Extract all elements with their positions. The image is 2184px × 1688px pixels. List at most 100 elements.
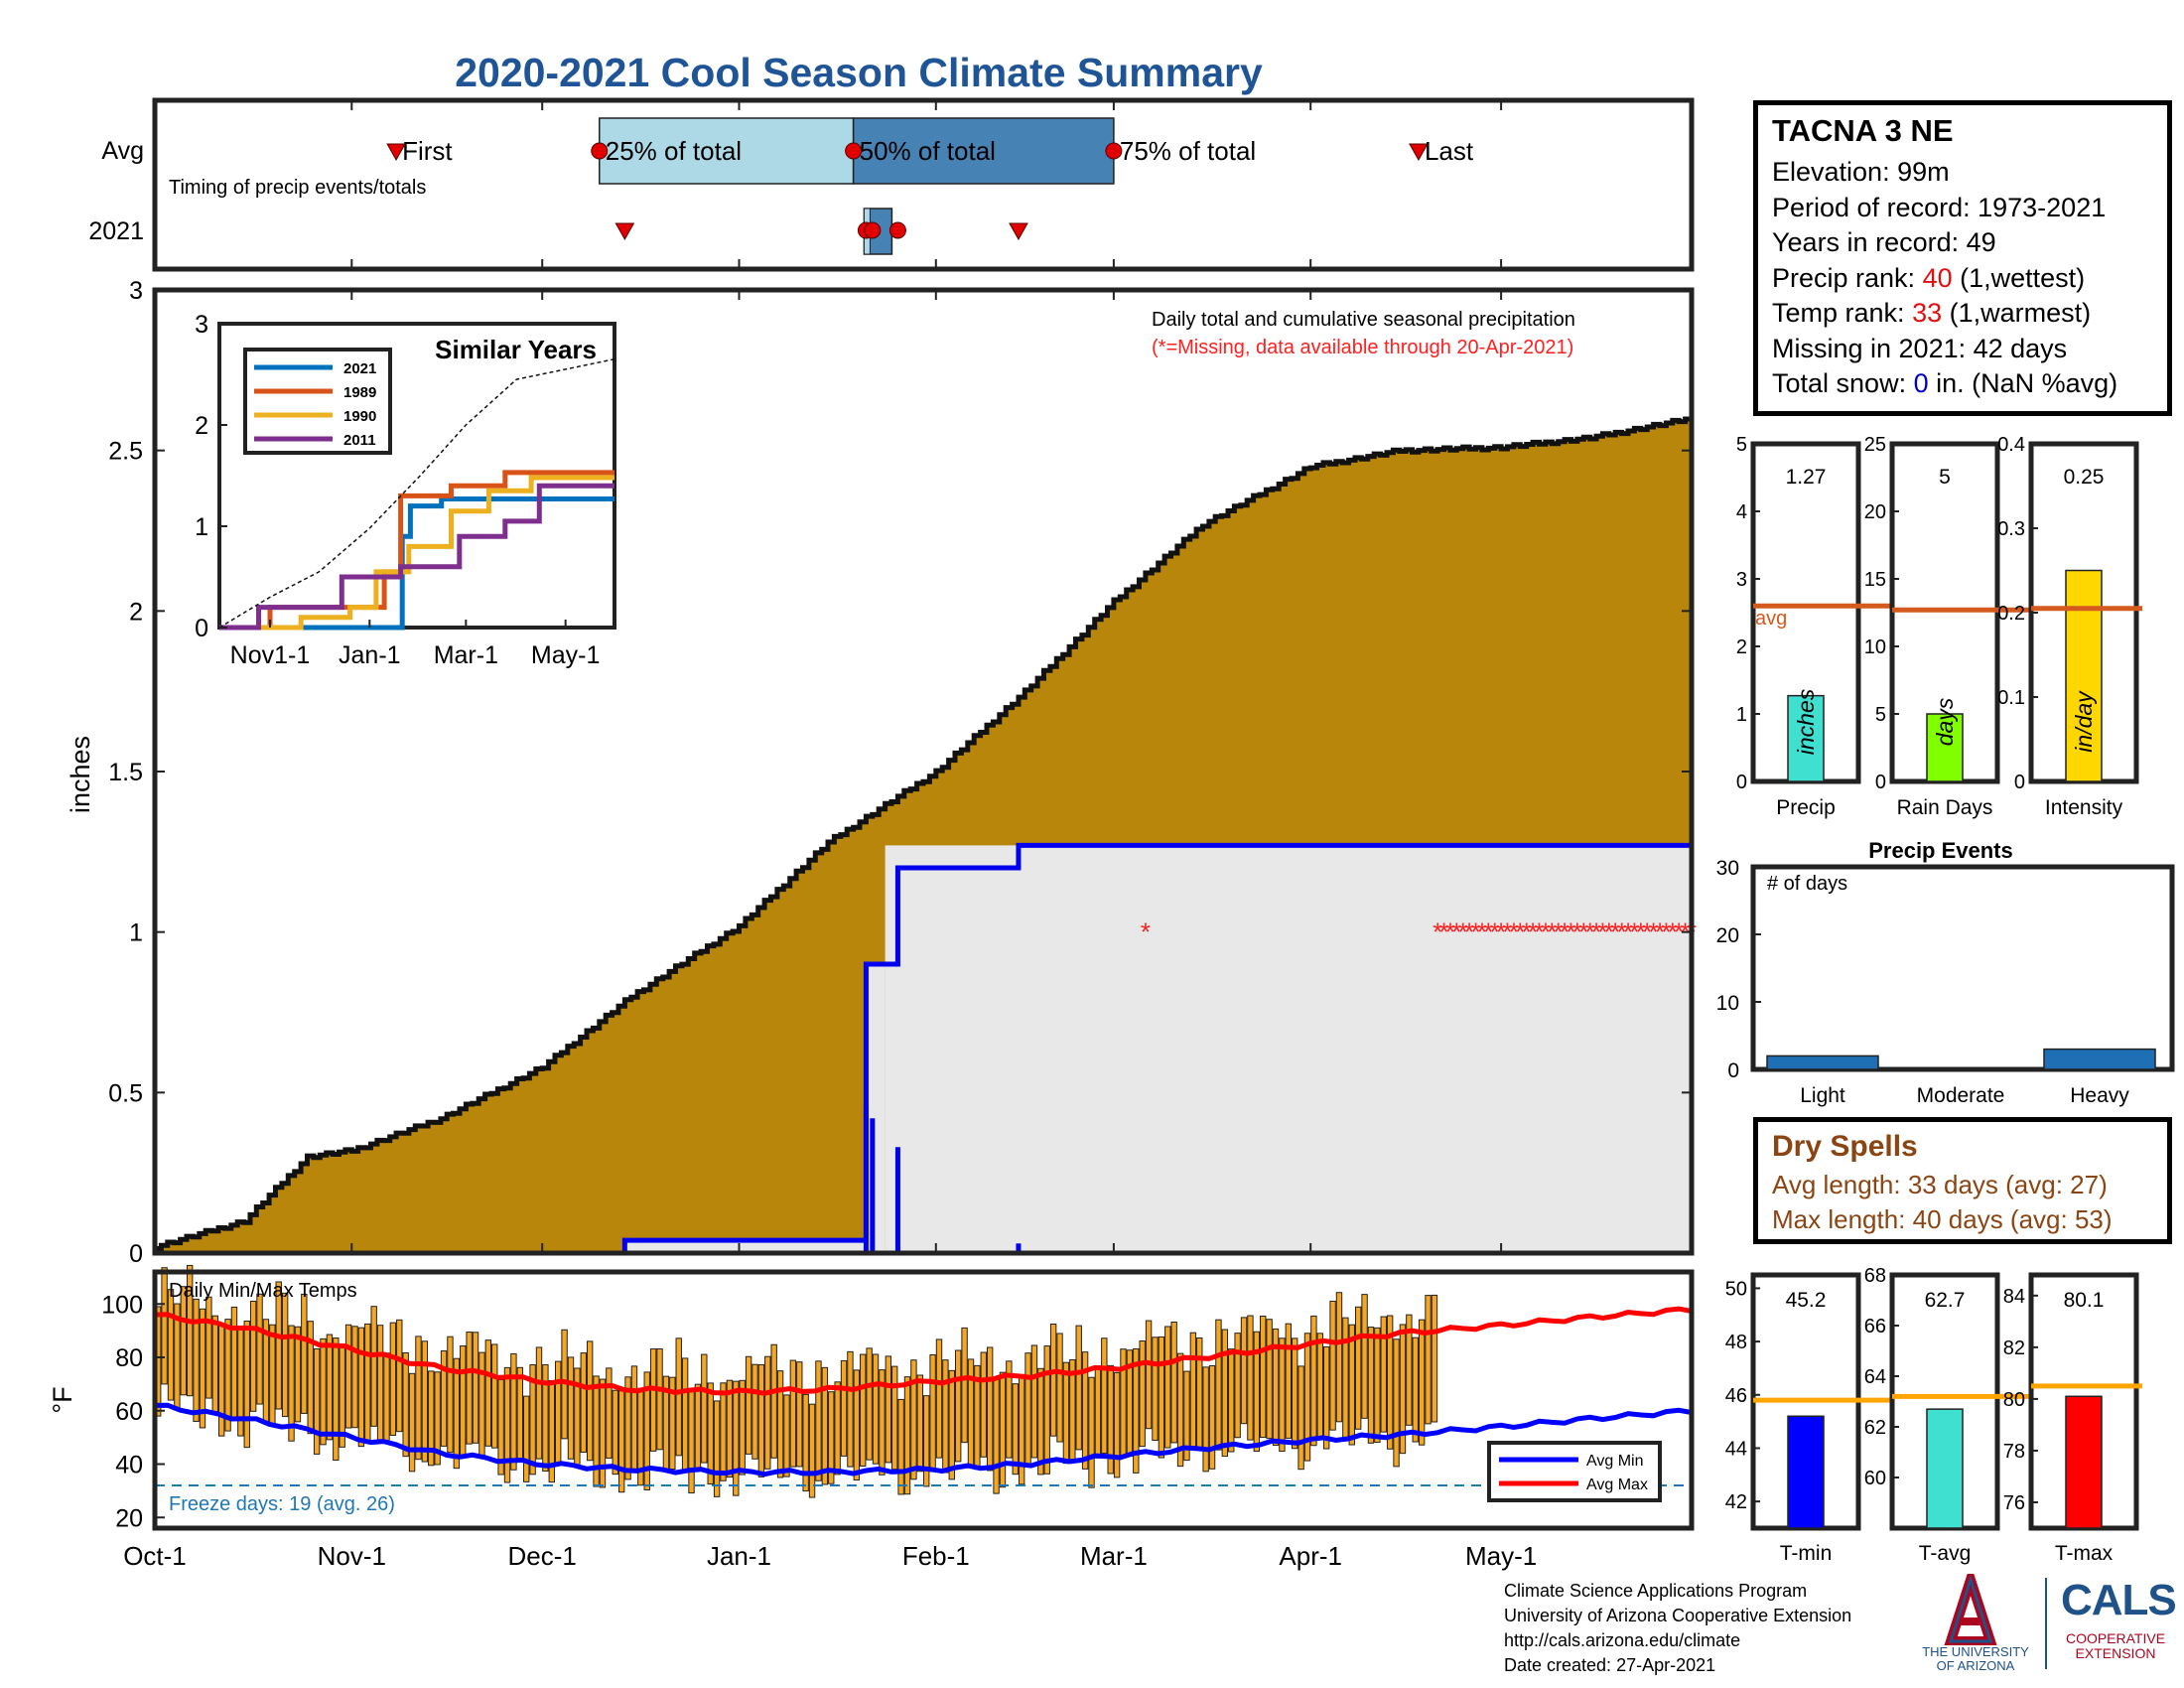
similar-ytick-label: 1 [195,513,208,541]
temp-rank-suffix: (1,warmest) [1942,298,2092,328]
daily-temp-bar [948,1369,955,1480]
similar-avg-line [218,357,615,629]
precip-rank: Precip rank: 40 (1,wettest) [1772,261,2153,297]
daily-temp-bar [879,1369,886,1476]
similar-xtick-label: May-1 [531,641,600,669]
missing-marker: * [1554,917,1564,947]
daily-temp-bar [726,1379,734,1478]
station-info-box: TACNA 3 NE Elevation: 99m Period of reco… [1753,100,2172,416]
temp-panel-label: T-max [2055,1542,2114,1565]
dry-spells-title: Dry Spells [1772,1130,1918,1163]
daily-temp-bar [840,1359,848,1457]
missing-marker: * [1502,917,1512,947]
cals-logo-text: CALS [2061,1576,2177,1624]
temp-ytick-label: 48 [1725,1332,1747,1353]
daily-temp-bar [580,1352,587,1453]
similar-line-2021 [219,496,614,631]
daily-temp-bar [757,1363,765,1477]
events-bar-moderate [1904,1068,2017,1071]
season-bar-rain_days [1926,713,1964,782]
university-of-arizona-logo: THE UNIVERSITY OF ARIZONA [1916,1563,2029,1673]
footer-line-4: Date created: 27-Apr-2021 [1504,1655,1716,1675]
missing-marker: * [1629,917,1639,947]
precip-events-panel: Precip Events # of days Light Moderate Hea… [1716,838,2175,1107]
daily-temp-bar [1018,1373,1025,1485]
missing-marker: * [1470,917,1480,947]
daily-temp-bar [351,1326,358,1429]
daily-temp-bar [1431,1294,1438,1423]
temp-ytick-label: 40 [115,1452,143,1479]
period-of-record: Period of record: 1973-2021 [1772,192,2107,222]
missing-marker: * [1451,917,1461,947]
daily-temp-bar [294,1326,302,1423]
precip-annotation: Daily total and cumulative seasonal prec… [1152,309,1575,331]
temp-ytick-label: 44 [1725,1438,1747,1460]
daily-temp-bar [961,1327,968,1444]
daily-temp-bar [275,1281,282,1410]
season-ytick-label: 0.3 [1997,518,2025,540]
season-ytick-label: 0 [2014,772,2025,793]
snow-value: 0 [1913,368,1929,398]
temp-ytick-label: 82 [2003,1337,2025,1359]
observed-area-fill-low [624,1240,867,1253]
daily-temp-bar [701,1353,708,1464]
daily-temp-bar [967,1358,975,1467]
daily-temp-bar [1088,1376,1095,1488]
missing-marker: * [1604,917,1614,947]
similar-ytick-label: 3 [195,311,208,339]
avg-max-line [154,1306,1693,1396]
timing-2021-label: 2021 [88,217,144,245]
daily-temp-bar [230,1306,238,1421]
season-bar-precip [1787,694,1825,782]
snow-suffix: in. (NaN %avg) [1928,368,2118,398]
timing-avg-circle [1105,142,1123,160]
missing-marker: * [1655,917,1665,947]
daily-temp-bar [460,1345,467,1458]
temp-ytick-label: 60 [115,1398,143,1426]
legend-2021: 2021 [343,360,376,377]
timing-avg-label: Avg [101,137,144,165]
daily-temp-bar [199,1308,206,1429]
daily-temp-bar [491,1343,498,1449]
temp-value-text: 62.7 [1925,1289,1966,1312]
daily-temp-bar [447,1336,454,1454]
temp-ytick-label: 46 [1725,1385,1747,1407]
daily-temp-bar [301,1293,308,1414]
temp-ytick-label: 50 [1725,1278,1747,1300]
month-xtick-label: Feb-1 [902,1541,970,1571]
daily-temp-bar [1266,1319,1273,1440]
daily-temp-bar [472,1332,479,1444]
footer-line-3[interactable]: http://cals.arizona.edu/climate [1504,1630,1741,1650]
daily-temp-bar [1367,1327,1375,1444]
daily-temp-bar [713,1400,721,1497]
daily-temp-bar [681,1357,689,1471]
daily-temp-bar [821,1366,829,1485]
timing-caption: Timing of precip events/totals [169,177,426,199]
events-ytick-label: 10 [1716,992,1739,1015]
month-xtick-label: Nov-1 [318,1541,386,1571]
events-ytick-label: 30 [1716,857,1739,880]
daily-temp-bar [421,1340,429,1463]
daily-temp-bar [357,1327,365,1448]
daily-temp-bar [389,1322,397,1436]
daily-temp-bar [376,1325,384,1441]
daily-temp-bar [733,1380,740,1496]
daily-temp-bar [1303,1333,1311,1462]
cals-divider [2045,1578,2047,1669]
daily-temp-bar [1158,1336,1165,1459]
temp-value-text: 80.1 [2064,1289,2105,1312]
missing-marker: * [1636,917,1646,947]
temp-ytick-label: 80 [115,1344,143,1372]
season-ytick-label: 5 [1736,434,1747,456]
missing-marker: * [1483,917,1493,947]
cals-logo: CALS COOPERATIVE EXTENSION [2045,1574,2177,1673]
temp-bar-tmax [2065,1395,2103,1529]
daily-temp-bar [656,1348,663,1451]
dry-spells-max: Max length: 40 days (avg: 53) [1772,1204,2113,1234]
season-ytick-label: 2 [1736,636,1747,658]
daily-temp-bar [1418,1319,1426,1446]
season-ytick-label: 20 [1864,501,1886,523]
month-xtick-label: Jan-1 [707,1541,771,1571]
missing-marker: * [1617,917,1627,947]
